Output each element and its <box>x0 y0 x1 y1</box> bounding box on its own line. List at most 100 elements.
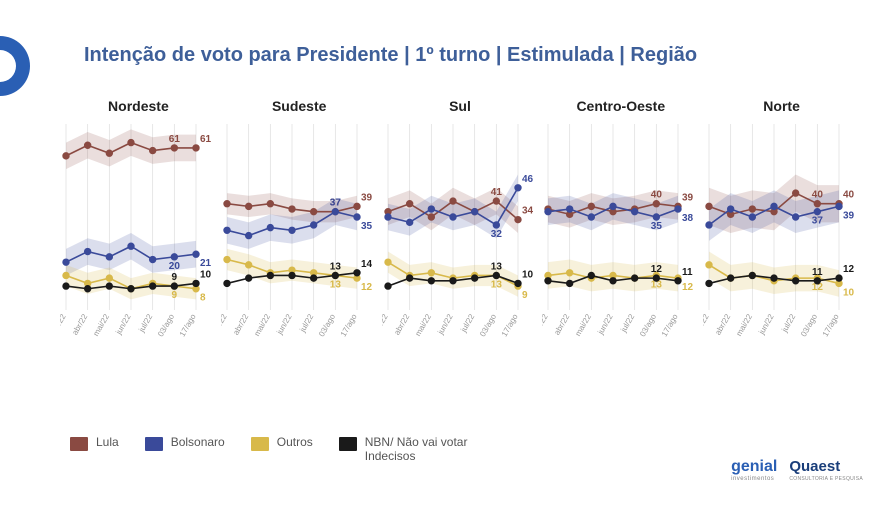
svg-text:03/ago: 03/ago <box>799 312 819 338</box>
legend-swatch <box>251 437 269 451</box>
svg-text:39: 39 <box>682 192 694 203</box>
svg-text:mai/22: mai/22 <box>574 312 594 338</box>
svg-text:jun/22: jun/22 <box>435 312 454 337</box>
svg-text:mar/22: mar/22 <box>542 312 550 339</box>
svg-text:35: 35 <box>361 221 373 232</box>
svg-text:61: 61 <box>200 134 212 145</box>
svg-text:jul/22: jul/22 <box>137 312 155 334</box>
panel-title: Sudeste <box>221 98 378 114</box>
legend-label: Bolsonaro <box>171 436 225 450</box>
svg-text:jul/22: jul/22 <box>619 312 637 334</box>
svg-text:17/ago: 17/ago <box>821 312 841 338</box>
panel-sudeste: Sudeste mar/22abr/22mai/22jun/22jul/2203/… <box>221 98 378 398</box>
svg-text:mai/22: mai/22 <box>734 312 754 338</box>
svg-text:35: 35 <box>651 221 663 232</box>
svg-text:jun/22: jun/22 <box>757 312 776 337</box>
brand-arc-icon <box>0 36 30 96</box>
svg-text:03/ago: 03/ago <box>478 312 498 338</box>
svg-text:12: 12 <box>682 282 694 293</box>
svg-text:10: 10 <box>200 269 212 280</box>
legend-swatch <box>70 437 88 451</box>
svg-text:abr/22: abr/22 <box>713 312 732 337</box>
svg-text:12: 12 <box>361 282 373 293</box>
svg-text:32: 32 <box>490 229 502 240</box>
svg-text:03/ago: 03/ago <box>156 312 176 338</box>
svg-text:12: 12 <box>843 264 855 275</box>
svg-text:abr/22: abr/22 <box>70 312 89 337</box>
svg-text:61: 61 <box>169 134 181 145</box>
svg-text:jun/22: jun/22 <box>114 312 133 337</box>
panel-sul: Sulmar/22abr/22mai/22jun/22jul/2203/ago1… <box>382 98 539 398</box>
charts-row: Nordestemar/22abr/22mai/22jun/22jul/2203… <box>60 98 860 398</box>
panel-norte: Norte mar/22abr/22mai/22jun/22jul/2203/ag… <box>703 98 860 398</box>
panel-title: Centro-Oeste <box>542 98 699 114</box>
panel-nordeste: Nordeste mar/22abr/22mai/22jun/22jul/2203… <box>60 98 217 398</box>
svg-text:03/ago: 03/ago <box>638 312 658 338</box>
legend-item-nbn: NBN/ Não vai votar Indecisos <box>339 436 468 464</box>
svg-text:12: 12 <box>651 264 663 275</box>
panel-title: Sul <box>382 98 539 114</box>
panel-title: Nordeste <box>60 98 217 114</box>
legend-item-outros: Outros <box>251 436 313 451</box>
svg-text:jul/22: jul/22 <box>458 312 476 334</box>
legend-swatch <box>145 437 163 451</box>
svg-text:9: 9 <box>172 272 178 283</box>
svg-text:46: 46 <box>522 174 534 185</box>
svg-text:40: 40 <box>843 190 855 201</box>
svg-text:abr/22: abr/22 <box>231 312 250 337</box>
svg-text:abr/22: abr/22 <box>392 312 411 337</box>
svg-text:17/ago: 17/ago <box>339 312 359 338</box>
svg-text:jul/22: jul/22 <box>780 312 798 334</box>
svg-text:40: 40 <box>812 190 824 201</box>
legend-item-bolsonaro: Bolsonaro <box>145 436 225 451</box>
legend-label: NBN/ Não vai votar Indecisos <box>365 436 468 464</box>
svg-text:13: 13 <box>490 279 502 290</box>
svg-text:8: 8 <box>200 293 206 304</box>
svg-text:39: 39 <box>361 192 373 203</box>
svg-text:17/ago: 17/ago <box>499 312 519 338</box>
svg-text:13: 13 <box>490 261 502 272</box>
svg-text:17/ago: 17/ago <box>660 312 680 338</box>
legend-label: Outros <box>277 436 313 450</box>
svg-text:mai/22: mai/22 <box>252 312 272 338</box>
svg-text:mar/22: mar/22 <box>221 312 229 339</box>
page-title: Intenção de voto para Presidente | 1º tu… <box>84 44 697 67</box>
svg-text:mar/22: mar/22 <box>60 312 68 339</box>
svg-text:jun/22: jun/22 <box>274 312 293 337</box>
panel-chart: mar/22abr/22mai/22jun/22jul/2203/ago17/a… <box>703 120 859 350</box>
svg-text:17/ago: 17/ago <box>178 312 198 338</box>
svg-text:37: 37 <box>812 216 824 227</box>
panel-chart: mar/22abr/22mai/22jun/22jul/2203/ago17/a… <box>221 120 377 350</box>
svg-text:40: 40 <box>651 190 663 201</box>
svg-text:jul/22: jul/22 <box>297 312 315 334</box>
logo-quaest: Quaest CONSULTORIA E PESQUISA <box>789 458 863 482</box>
svg-text:9: 9 <box>522 290 528 301</box>
svg-text:abr/22: abr/22 <box>553 312 572 337</box>
panel-centro-oeste: Centro-Oeste mar/22abr/22mai/22jun/22jul/… <box>542 98 699 398</box>
svg-text:mai/22: mai/22 <box>413 312 433 338</box>
svg-text:03/ago: 03/ago <box>317 312 337 338</box>
legend: Lula Bolsonaro Outros NBN/ Não vai votar In… <box>70 436 467 464</box>
panel-chart: mar/22abr/22mai/22jun/22jul/2203/ago17/a… <box>60 120 216 350</box>
svg-text:37: 37 <box>330 198 342 209</box>
svg-text:39: 39 <box>843 210 855 221</box>
panel-chart: mar/22abr/22mai/22jun/22jul/2203/ago17/a… <box>382 120 538 350</box>
svg-text:9: 9 <box>172 290 178 301</box>
svg-text:20: 20 <box>169 261 181 272</box>
footer-logos: genial investimentos Quaest CONSULTORIA … <box>731 458 863 482</box>
svg-text:mar/22: mar/22 <box>382 312 390 339</box>
legend-item-lula: Lula <box>70 436 119 451</box>
legend-swatch <box>339 437 357 451</box>
svg-text:10: 10 <box>522 269 534 280</box>
panel-title: Norte <box>703 98 860 114</box>
panel-chart: mar/22abr/22mai/22jun/22jul/2203/ago17/a… <box>542 120 698 350</box>
svg-text:11: 11 <box>812 267 823 278</box>
logo-genial: genial investimentos <box>731 458 777 482</box>
svg-text:14: 14 <box>361 259 373 270</box>
svg-text:13: 13 <box>330 261 342 272</box>
svg-text:21: 21 <box>200 258 212 269</box>
svg-text:mar/22: mar/22 <box>703 312 711 339</box>
svg-text:mai/22: mai/22 <box>91 312 111 338</box>
svg-text:34: 34 <box>522 206 534 217</box>
legend-label: Lula <box>96 436 119 450</box>
